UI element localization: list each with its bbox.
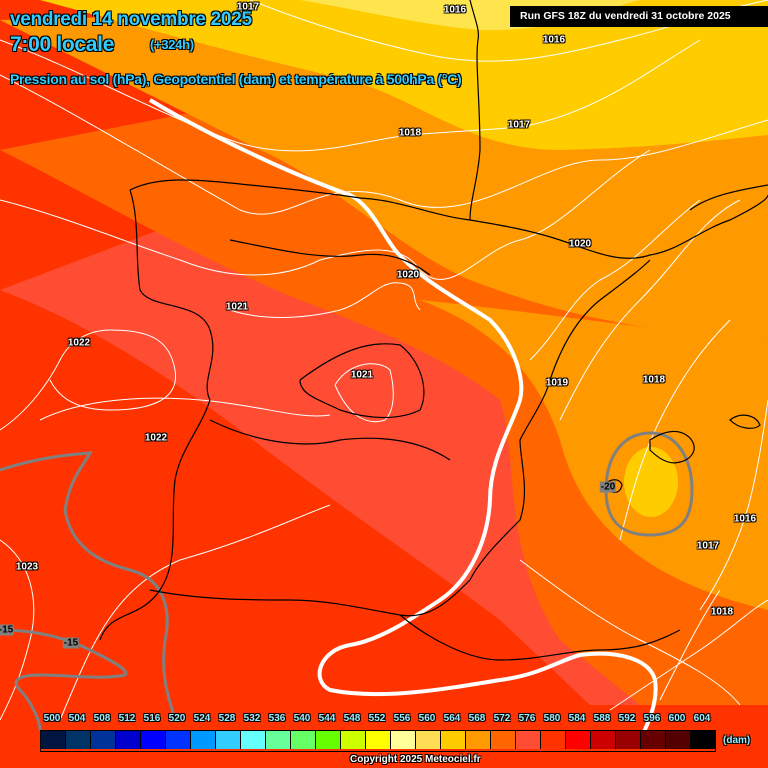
legend-tick: 500 <box>43 713 61 724</box>
legend-tick-labels: 500 504 508 512 516 520 524 528 532 536 540 544 548 5… <box>40 713 730 727</box>
legend-tick: 592 <box>618 713 636 724</box>
legend-tick: 516 <box>143 713 161 724</box>
legend-swatch <box>541 731 566 749</box>
legend-tick: 524 <box>193 713 211 724</box>
legend-swatch <box>616 731 641 749</box>
legend-swatch <box>141 731 166 749</box>
legend-tick: 572 <box>493 713 511 724</box>
legend-swatch <box>66 731 91 749</box>
isotherm-label: -15 <box>62 637 80 649</box>
isotherm-minus-20 <box>604 431 694 537</box>
isobar-label: 1020 <box>396 269 420 281</box>
copyright: Copyright 2025 Meteociel.fr <box>350 754 481 765</box>
isobar-label: 1022 <box>67 337 91 349</box>
isobar-label: 1017 <box>696 540 720 552</box>
color-legend <box>40 730 716 752</box>
isobar-label: 1016 <box>542 34 566 46</box>
legend-swatch <box>216 731 241 749</box>
band-560-east <box>420 300 768 610</box>
legend-swatch <box>366 731 391 749</box>
legend-swatch <box>241 731 266 749</box>
legend-tick: 584 <box>568 713 586 724</box>
isobar-label: 1018 <box>642 374 666 386</box>
model-run-banner: Run GFS 18Z du vendredi 31 octobre 2025 <box>510 6 768 27</box>
forecast-time: 7:00 locale <box>10 33 115 56</box>
legend-tick: 564 <box>443 713 461 724</box>
isobar-label: 1018 <box>398 127 422 139</box>
legend-swatch <box>441 731 466 749</box>
legend-swatch <box>641 731 666 749</box>
legend-tick: 552 <box>368 713 386 724</box>
legend-swatch <box>91 731 116 749</box>
legend-tick: 568 <box>468 713 486 724</box>
isobar-label: 1017 <box>236 1 260 13</box>
forecast-lead-time: (+324h) <box>150 37 194 52</box>
legend-swatch <box>591 731 616 749</box>
legend-swatch <box>191 731 216 749</box>
legend-swatch <box>516 731 541 749</box>
legend-swatch <box>116 731 141 749</box>
legend-swatch <box>466 731 491 749</box>
legend-tick: 588 <box>593 713 611 724</box>
legend-tick: 528 <box>218 713 236 724</box>
legend-swatch <box>491 731 516 749</box>
coastlines <box>99 0 768 661</box>
isobar-label: 1018 <box>710 606 734 618</box>
legend-swatch <box>41 731 66 749</box>
legend-tick: 520 <box>168 713 186 724</box>
isotherm-label: -20 <box>599 481 617 493</box>
isobar-label: 1017 <box>507 119 531 131</box>
legend-swatch <box>391 731 416 749</box>
legend-swatch <box>416 731 441 749</box>
isobar-label: 1020 <box>568 238 592 250</box>
legend-tick: 532 <box>243 713 261 724</box>
legend-tick: 504 <box>68 713 86 724</box>
legend-swatch <box>691 731 715 749</box>
isobar-label: 1019 <box>545 377 569 389</box>
isotherm-minus-15-portugal <box>0 451 177 721</box>
legend-unit: (dam) <box>723 735 751 746</box>
legend-swatch <box>266 731 291 749</box>
isotherm-label: -15 <box>0 624 15 636</box>
legend-tick: 508 <box>93 713 111 724</box>
legend-swatch <box>566 731 591 749</box>
isobar-label: 1016 <box>443 4 467 16</box>
legend-tick: 596 <box>643 713 661 724</box>
legend-tick: 556 <box>393 713 411 724</box>
isobar-label: 1016 <box>733 513 757 525</box>
legend-tick: 604 <box>693 713 711 724</box>
legend-tick: 536 <box>268 713 286 724</box>
legend-swatch <box>666 731 691 749</box>
legend-swatch <box>166 731 191 749</box>
band-556 <box>40 0 768 150</box>
isobar-label: 1022 <box>144 432 168 444</box>
cold-core-556 <box>624 447 678 517</box>
legend-tick: 560 <box>418 713 436 724</box>
legend-tick: 580 <box>543 713 561 724</box>
legend-tick: 548 <box>343 713 361 724</box>
legend-tick: 540 <box>293 713 311 724</box>
legend-tick: 600 <box>668 713 686 724</box>
chart-description: Pression au sol (hPa), Geopotentiel (dam… <box>10 71 462 87</box>
isobar-label: 1023 <box>15 561 39 573</box>
forecast-date: vendredi 14 novembre 2025 <box>10 9 252 30</box>
legend-tick: 576 <box>518 713 536 724</box>
legend-swatch <box>341 731 366 749</box>
geopotential-552-line <box>148 98 658 741</box>
legend-swatch <box>291 731 316 749</box>
legend-tick: 512 <box>118 713 136 724</box>
legend-tick: 544 <box>318 713 336 724</box>
isobar-label: 1021 <box>350 369 374 381</box>
isobar-label: 1021 <box>225 301 249 313</box>
legend-swatch <box>316 731 341 749</box>
